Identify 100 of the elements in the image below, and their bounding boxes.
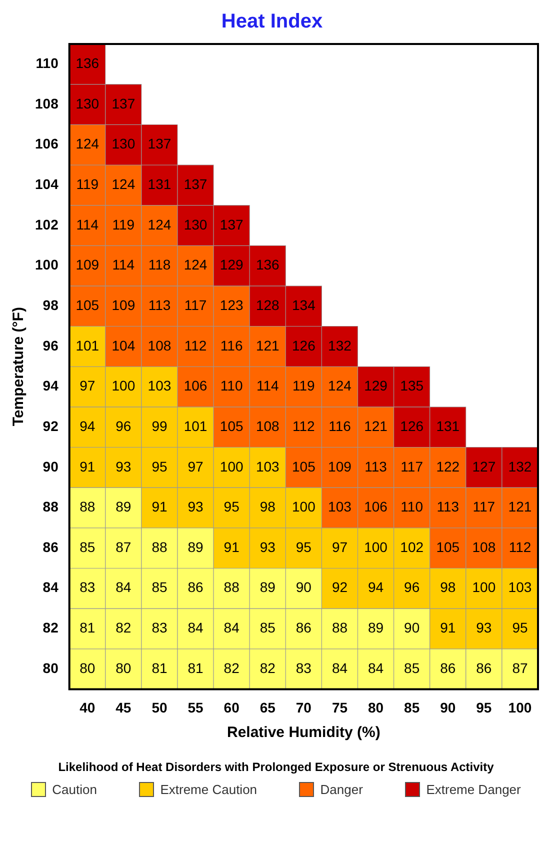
y-tick-label: 98 [42, 296, 59, 313]
x-tick-label: 65 [260, 699, 276, 716]
data-label: 86 [188, 579, 204, 596]
data-label: 113 [148, 296, 171, 313]
y-tick-label: 92 [42, 418, 59, 434]
data-label: 81 [188, 660, 204, 676]
data-label: 121 [364, 418, 388, 434]
y-tick-label: 80 [42, 660, 59, 676]
data-label: 98 [440, 579, 456, 596]
data-label: 137 [220, 216, 244, 232]
data-label: 129 [364, 378, 388, 394]
data-label: 95 [512, 620, 528, 636]
data-label: 84 [332, 660, 348, 676]
data-label: 129 [220, 256, 244, 273]
data-label: 84 [188, 620, 204, 636]
data-label: 119 [112, 216, 135, 232]
data-label: 98 [260, 498, 276, 515]
y-tick-label: 110 [36, 55, 59, 72]
data-label: 82 [116, 620, 132, 636]
y-tick-label: 96 [42, 337, 59, 354]
data-label: 126 [400, 418, 424, 434]
data-label: 110 [400, 498, 424, 515]
data-label: 132 [508, 458, 532, 474]
data-label: 100 [220, 458, 244, 474]
data-label: 83 [152, 620, 168, 636]
data-label: 97 [80, 378, 96, 394]
data-label: 106 [184, 378, 208, 394]
text: Caution [52, 782, 97, 797]
data-label: 108 [148, 337, 172, 354]
data-label: 97 [188, 458, 204, 474]
data-label: 86 [296, 620, 312, 636]
data-label: 89 [116, 498, 132, 515]
data-label: 80 [116, 660, 132, 676]
x-tick-label: 60 [224, 699, 240, 716]
data-label: 88 [332, 620, 348, 636]
data-label: 105 [292, 458, 316, 474]
data-label: 91 [152, 498, 168, 515]
data-label: 86 [476, 660, 492, 676]
data-label: 130 [76, 95, 100, 112]
data-label: 85 [404, 660, 420, 676]
data-label: 119 [76, 176, 99, 192]
x-tick-label: 85 [404, 699, 420, 716]
data-label: 114 [112, 256, 135, 273]
data-label: 85 [152, 579, 168, 596]
data-label: 104 [112, 337, 136, 354]
data-label: 105 [436, 538, 460, 555]
data-label: 84 [116, 579, 132, 596]
text: Extreme Danger [426, 782, 521, 797]
data-label: 134 [292, 296, 316, 313]
data-label: 103 [508, 579, 532, 596]
text: Danger [320, 782, 363, 797]
data-label: 124 [328, 378, 352, 394]
y-tick-label: 100 [35, 256, 59, 273]
data-label: 81 [80, 620, 96, 636]
data-label: 101 [184, 418, 208, 434]
data-label: 130 [112, 136, 136, 152]
y-tick-label: 102 [35, 216, 59, 232]
y-tick-label: 90 [42, 458, 59, 474]
data-label: 103 [256, 458, 280, 474]
data-label: 89 [188, 538, 204, 555]
data-label: 124 [76, 136, 100, 152]
data-label: 108 [472, 538, 496, 555]
data-label: 91 [440, 620, 456, 636]
data-label: 119 [292, 378, 316, 394]
data-label: 103 [328, 498, 352, 515]
data-label: 102 [400, 538, 424, 555]
data-label: 132 [328, 337, 352, 354]
data-label: 103 [148, 378, 172, 394]
x-tick-label: 100 [508, 699, 532, 716]
data-label: 85 [260, 620, 276, 636]
data-label: 117 [400, 458, 424, 474]
data-label: 81 [152, 660, 168, 676]
data-label: 86 [440, 660, 456, 676]
data-label: 114 [76, 216, 99, 232]
data-label: 96 [116, 418, 132, 434]
y-tick-label: 84 [42, 579, 59, 596]
x-tick-label: 80 [368, 699, 384, 716]
y-tick-label: 106 [35, 136, 59, 152]
data-label: 127 [472, 458, 496, 474]
data-label: 95 [296, 538, 312, 555]
data-label: 109 [112, 296, 136, 313]
data-label: 137 [112, 95, 136, 112]
x-tick-label: 90 [440, 699, 456, 716]
data-label: 91 [80, 458, 96, 474]
data-label: 94 [80, 418, 96, 434]
x-tick-label: 75 [332, 699, 348, 716]
data-label: 84 [368, 660, 384, 676]
data-label: 105 [76, 296, 100, 313]
data-label: 116 [328, 418, 352, 434]
data-label: 84 [224, 620, 240, 636]
data-label: 99 [152, 418, 168, 434]
data-label: 97 [332, 538, 348, 555]
data-label: 93 [116, 458, 132, 474]
data-label: 93 [188, 498, 204, 515]
x-tick-label: 50 [152, 699, 168, 716]
y-tick-label: 88 [42, 498, 59, 515]
y-tick-label: 104 [35, 176, 59, 192]
data-label: 91 [224, 538, 240, 555]
data-label: 130 [184, 216, 208, 232]
data-label: 82 [224, 660, 240, 676]
